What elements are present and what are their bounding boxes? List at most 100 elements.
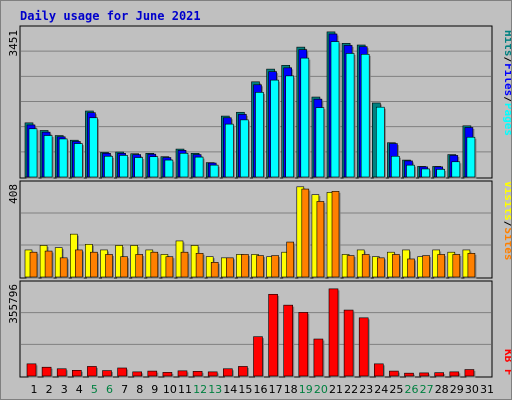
bar-pages-day-23 xyxy=(360,54,370,178)
legend-hits-files-pages: Hits/Files/Pages xyxy=(502,30,511,136)
bar-sites-day-1 xyxy=(29,251,38,278)
bar-pages-day-27 xyxy=(421,168,430,178)
bar-pages-day-28 xyxy=(436,169,446,178)
bar-kbf-day-9 xyxy=(147,370,158,377)
legend-kbf: KB F xyxy=(502,349,511,376)
bars-kbf xyxy=(26,288,476,378)
bar-sites-day-17 xyxy=(271,255,279,278)
day-label-6: 6 xyxy=(106,383,113,396)
bar-pages-day-24 xyxy=(375,106,385,178)
bar-pages-day-10 xyxy=(164,159,174,178)
bar-kbf-day-10 xyxy=(162,372,173,377)
bar-pages-day-11 xyxy=(179,153,189,178)
bar-kbf-day-6 xyxy=(102,370,112,377)
bar-kbf-day-20 xyxy=(313,338,324,377)
day-label-8: 8 xyxy=(136,383,143,396)
day-label-20: 20 xyxy=(314,383,328,396)
bar-sites-day-14 xyxy=(226,257,234,278)
day-label-13: 13 xyxy=(208,383,222,396)
day-label-14: 14 xyxy=(223,383,237,396)
day-label-25: 25 xyxy=(389,383,403,396)
bar-sites-day-24 xyxy=(376,257,385,278)
bar-pages-day-14 xyxy=(225,123,234,178)
bar-pages-day-15 xyxy=(240,119,249,178)
bar-pages-day-18 xyxy=(285,75,295,178)
bar-pages-day-9 xyxy=(149,156,159,178)
bar-pages-day-2 xyxy=(43,135,53,178)
bar-pages-day-22 xyxy=(345,53,355,178)
day-label-15: 15 xyxy=(238,383,252,396)
bar-kbf-day-21 xyxy=(328,288,339,377)
bar-kbf-day-29 xyxy=(449,371,460,377)
day-label-3: 3 xyxy=(61,383,68,396)
day-label-22: 22 xyxy=(344,383,358,396)
bar-kbf-day-1 xyxy=(26,363,37,377)
bar-sites-day-22 xyxy=(346,255,355,278)
bar-pages-day-12 xyxy=(194,156,204,178)
day-label-10: 10 xyxy=(163,383,177,396)
bar-kbf-day-8 xyxy=(132,371,142,377)
bar-sites-day-28 xyxy=(437,254,446,278)
bar-kbf-day-18 xyxy=(283,304,294,377)
bar-kbf-day-4 xyxy=(72,370,82,377)
bar-sites-day-20 xyxy=(316,201,325,278)
bars-hits-files-pages xyxy=(24,31,477,179)
bar-sites-day-29 xyxy=(452,254,461,278)
bar-pages-day-3 xyxy=(58,138,68,178)
bar-sites-day-12 xyxy=(195,253,204,278)
bar-pages-day-30 xyxy=(466,136,476,178)
day-label-19: 19 xyxy=(299,383,313,396)
x-axis-day-labels: 1 2 3 4 5 6 7 8 9 10 11 12 13 14 15 16 17 18 19 20 21 22 23 24 2… xyxy=(31,383,495,396)
bar-sites-day-7 xyxy=(120,256,128,278)
legend-kbf: KB F xyxy=(502,349,511,376)
day-label-5: 5 xyxy=(91,383,98,396)
day-label-29: 29 xyxy=(450,383,464,396)
day-label-11: 11 xyxy=(178,383,192,396)
bar-kbf-day-15 xyxy=(238,366,248,377)
bar-sites-day-26 xyxy=(407,258,415,278)
day-label-28: 28 xyxy=(435,383,449,396)
day-label-7: 7 xyxy=(121,383,128,396)
day-label-30: 30 xyxy=(465,383,479,396)
bar-sites-day-21 xyxy=(331,191,340,278)
bar-sites-day-2 xyxy=(44,250,53,278)
bar-kbf-day-13 xyxy=(207,371,218,377)
grid-lines-visits-panel xyxy=(21,212,491,246)
bar-kbf-day-14 xyxy=(223,368,233,377)
legend-sites: Sites xyxy=(502,227,511,260)
day-label-16: 16 xyxy=(254,383,268,396)
day-label-24: 24 xyxy=(374,383,388,396)
bar-pages-day-5 xyxy=(89,117,98,178)
day-label-18: 18 xyxy=(284,383,298,396)
legend-pages: Pages xyxy=(502,103,511,136)
bar-sites-day-16 xyxy=(256,255,264,278)
bar-pages-day-8 xyxy=(134,157,143,178)
legend-visits-sites: Visits/Sites xyxy=(502,181,511,261)
day-label-17: 17 xyxy=(269,383,283,396)
day-label-26: 26 xyxy=(405,383,419,396)
day-label-23: 23 xyxy=(359,383,373,396)
bar-sites-day-3 xyxy=(59,257,68,278)
legend-files: Files xyxy=(502,63,511,96)
bar-pages-day-26 xyxy=(406,164,415,178)
bar-sites-day-23 xyxy=(361,254,370,278)
bar-sites-day-8 xyxy=(135,254,143,278)
legend-hits: Hits xyxy=(502,30,511,57)
day-label-27: 27 xyxy=(420,383,434,396)
bar-pages-day-25 xyxy=(391,155,400,178)
bar-kbf-day-7 xyxy=(117,367,127,377)
bar-pages-day-17 xyxy=(270,79,279,178)
bar-pages-day-6 xyxy=(104,155,113,178)
ymax-label-visits-panel: 408 xyxy=(7,184,20,204)
day-label-4: 4 xyxy=(76,383,83,396)
bar-kbf-day-11 xyxy=(177,370,188,377)
day-label-2: 2 xyxy=(46,383,53,396)
bar-sites-day-6 xyxy=(105,254,113,278)
bar-kbf-day-5 xyxy=(87,366,97,377)
bars-visits-sites xyxy=(24,186,477,279)
bar-sites-day-5 xyxy=(90,251,98,278)
legend-visits: Visits xyxy=(502,181,511,221)
bar-kbf-day-27 xyxy=(419,372,429,377)
